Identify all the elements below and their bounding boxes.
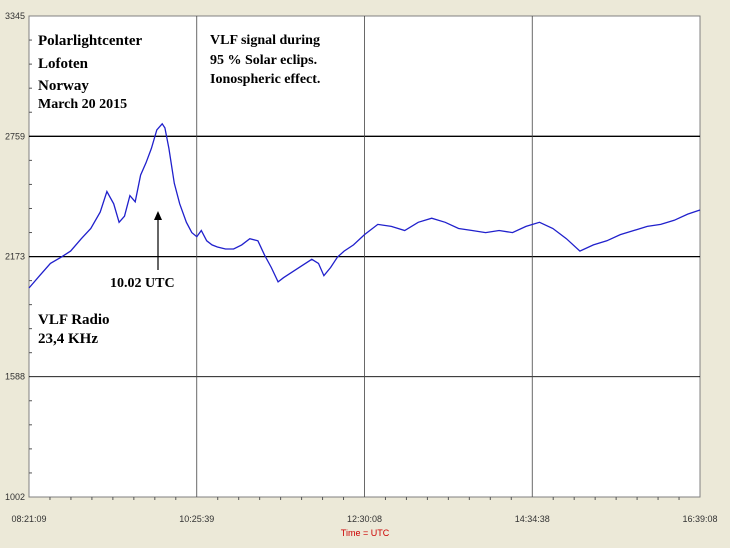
y-tick-label: 1588 [5, 372, 25, 382]
y-axis: 1002 1588 2173 2759 3345 [5, 11, 32, 502]
y-tick-label: 2173 [5, 252, 25, 262]
annotation-peak-time: 10.02 UTC [110, 276, 175, 291]
annotation-radio-line1: VLF Radio [38, 312, 110, 328]
x-tick-label: 08:21:09 [11, 514, 46, 524]
x-tick-label: 12:30:08 [347, 514, 382, 524]
annotation-date: March 20 2015 [38, 97, 127, 112]
y-tick-label: 1002 [5, 492, 25, 502]
x-axis-title: Time = UTC [341, 528, 390, 538]
y-tick-label: 2759 [5, 131, 25, 141]
y-tick-label: 3345 [5, 11, 25, 21]
peak-arrow-head [154, 211, 162, 220]
x-tick-label: 10:25:39 [179, 514, 214, 524]
series-line [28, 122, 701, 289]
annotation-signal-line3: Ionospheric effect. [210, 72, 320, 87]
grid [29, 16, 700, 497]
annotation-station-line1: Polarlightcenter [38, 33, 142, 49]
annotation-station-line3: Norway [38, 78, 89, 94]
x-axis: 08:21:09 10:25:39 12:30:08 14:34:38 16:39:08 [11, 497, 718, 524]
x-tick-label: 14:34:38 [515, 514, 550, 524]
annotation-radio-line2: 23,4 KHz [38, 331, 98, 347]
annotation-station-line2: Lofoten [38, 56, 89, 72]
annotation-signal-line2: 95 % Solar eclips. [210, 53, 317, 68]
x-tick-label: 16:39:08 [682, 514, 717, 524]
annotation-signal-line1: VLF signal during [210, 33, 320, 48]
